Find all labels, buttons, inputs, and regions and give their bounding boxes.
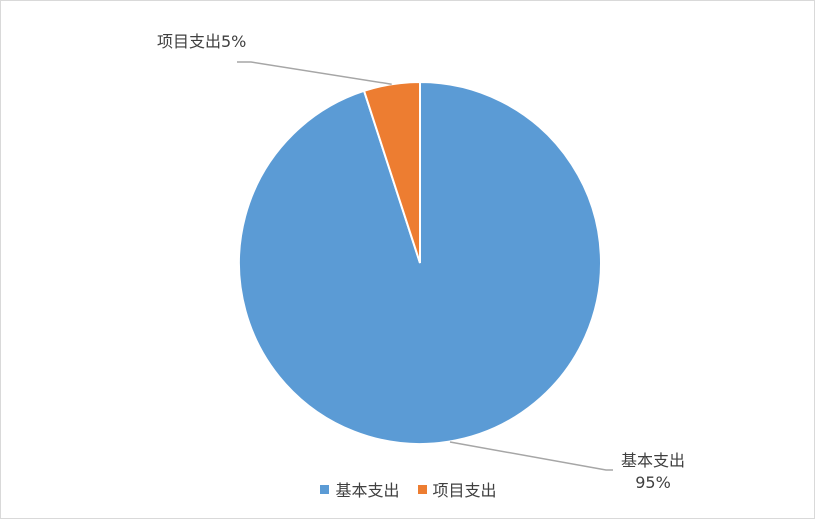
leader-line-project [237, 61, 392, 85]
data-label-project: 项目支出5% [157, 31, 246, 53]
data-label-basic-percent: 95% [635, 473, 671, 492]
data-label-project-text: 项目支出5% [157, 32, 247, 51]
legend-item-basic[interactable]: 基本支出 [320, 477, 400, 501]
data-label-basic: 基本支出 95% [621, 450, 685, 494]
legend-swatch-basic [320, 484, 330, 494]
leader-line-basic [449, 441, 613, 471]
data-label-basic-name: 基本支出 [621, 451, 686, 470]
pie-slice-project[interactable] [362, 80, 421, 264]
legend: 基本支出 项目支出 [1, 477, 815, 501]
legend-label-basic: 基本支出 [335, 481, 400, 500]
legend-swatch-project [417, 484, 427, 494]
legend-item-project[interactable]: 项目支出 [417, 477, 497, 501]
legend-label-project: 项目支出 [432, 481, 497, 500]
